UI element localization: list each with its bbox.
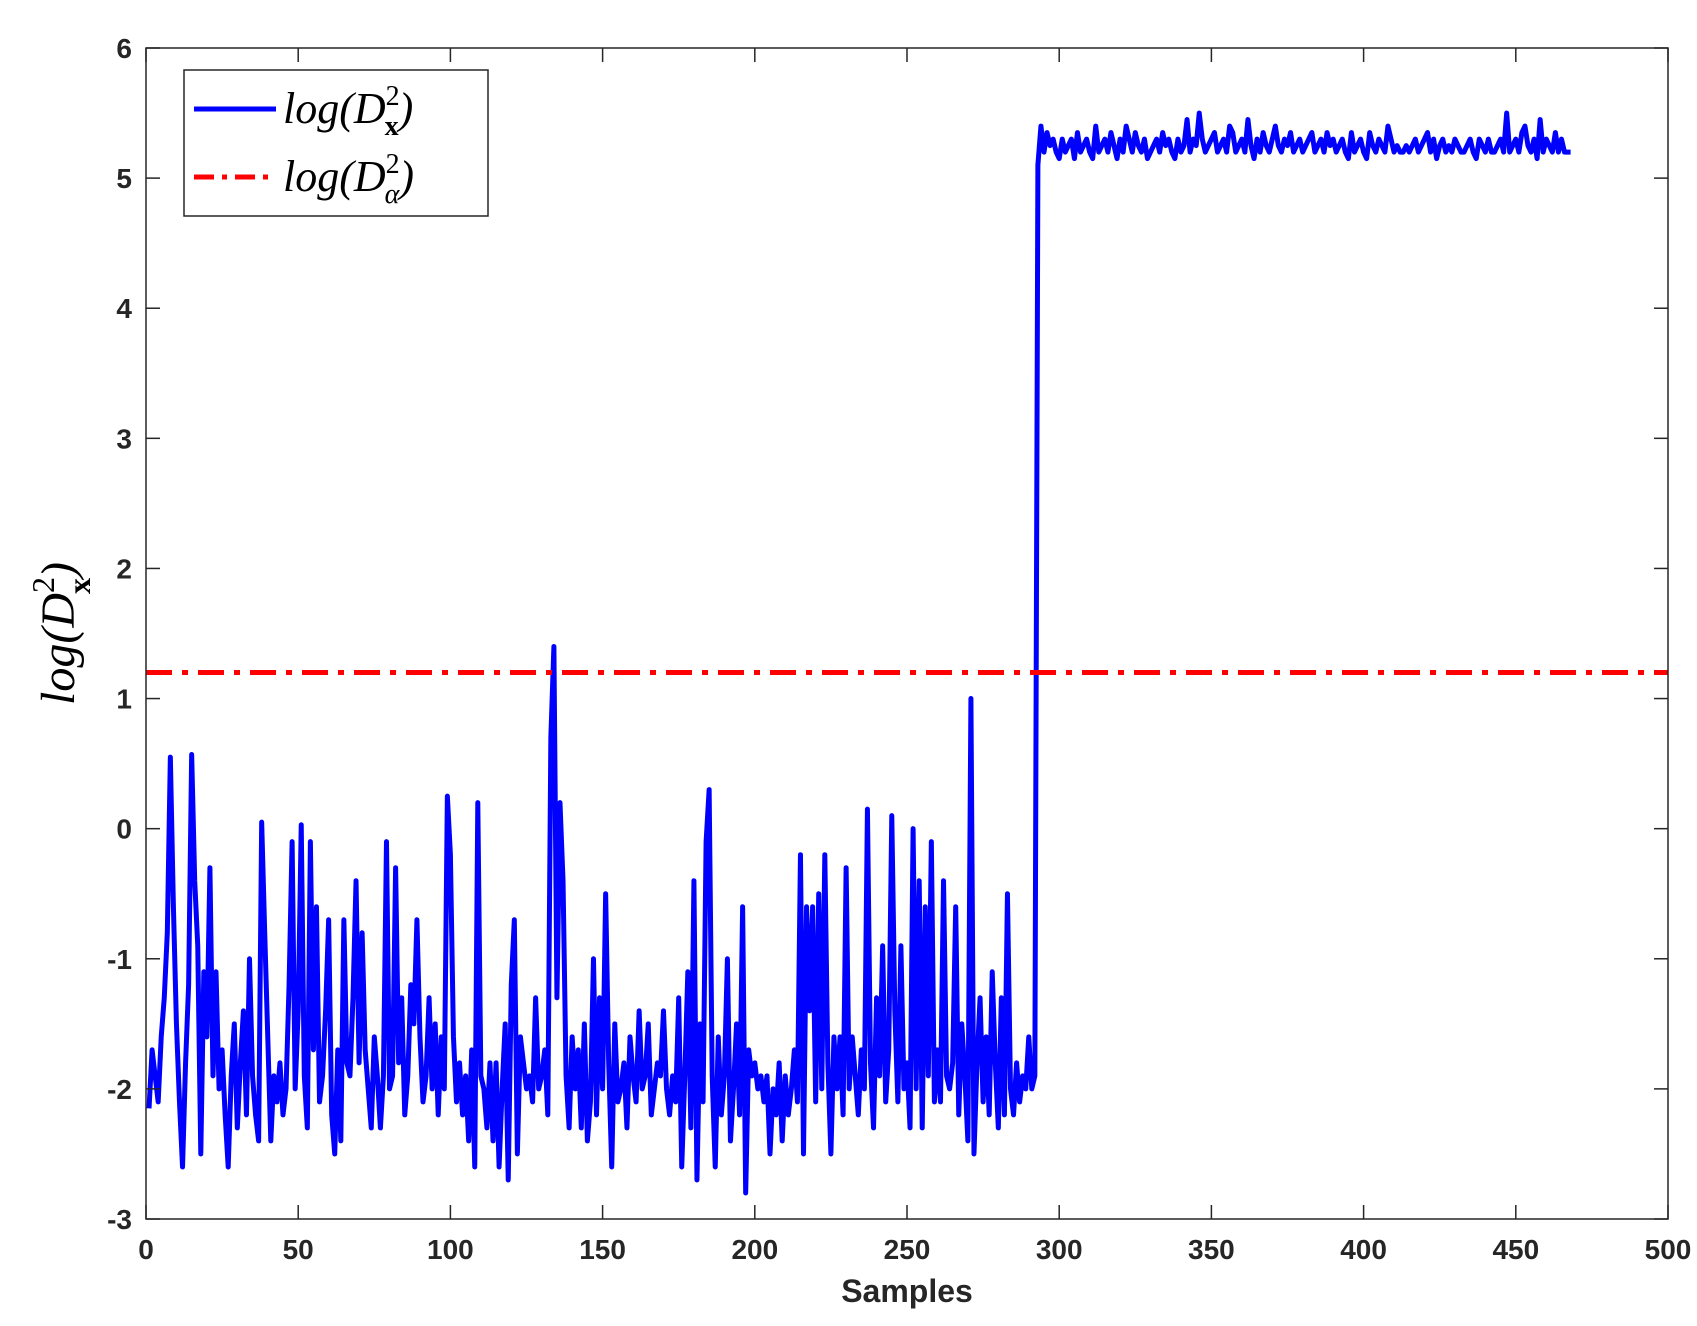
y-tick-label: 3	[116, 423, 132, 454]
y-tick-label: 4	[116, 293, 132, 324]
y-axis-title-close: )	[32, 562, 85, 581]
y-tick-label: 6	[116, 33, 132, 64]
x-tick-label: 200	[731, 1234, 778, 1265]
y-tick-label: 0	[116, 814, 132, 845]
x-tick-label: 300	[1036, 1234, 1083, 1265]
legend: log(D2 x) log(D2 α)	[183, 69, 489, 217]
y-axis-title: log(D2x)	[25, 562, 97, 705]
y-tick-label: -1	[107, 944, 132, 975]
legend-label-series-0: log(D2 x)	[283, 81, 413, 142]
legend-box	[183, 69, 489, 217]
y-tick-label: -2	[107, 1074, 132, 1105]
x-tick-label: 100	[427, 1234, 474, 1265]
y-axis-title-sup: 2	[25, 577, 61, 593]
x-tick-label: 400	[1340, 1234, 1387, 1265]
x-tick-label: 0	[138, 1234, 154, 1265]
y-axis-title-base: log(D	[32, 593, 85, 705]
legend-label-series-1: log(D2 α)	[283, 149, 414, 210]
series-layer	[146, 110, 1668, 1196]
x-tick-label: 350	[1188, 1234, 1235, 1265]
x-tick-label: 150	[579, 1234, 626, 1265]
x-tick-label: 250	[884, 1234, 931, 1265]
y-tick-label: 2	[116, 553, 132, 584]
x-axis-title: Samples	[841, 1273, 973, 1309]
y-axis-title-sub: x	[61, 578, 97, 594]
series-line-0	[146, 110, 1571, 1196]
x-tick-label: 500	[1645, 1234, 1692, 1265]
y-tick-label: -3	[107, 1204, 132, 1235]
x-tick-label: 50	[283, 1234, 314, 1265]
y-tick-label: 1	[116, 684, 132, 715]
x-tick-label: 450	[1492, 1234, 1539, 1265]
y-tick-label: 5	[116, 163, 132, 194]
ticks-layer	[145, 47, 1669, 1220]
tick-labels-layer: 0 50 100 150 200 250 300 350 400 450 500 -3 -2 -1 0 1 2 3…	[107, 33, 1691, 1265]
